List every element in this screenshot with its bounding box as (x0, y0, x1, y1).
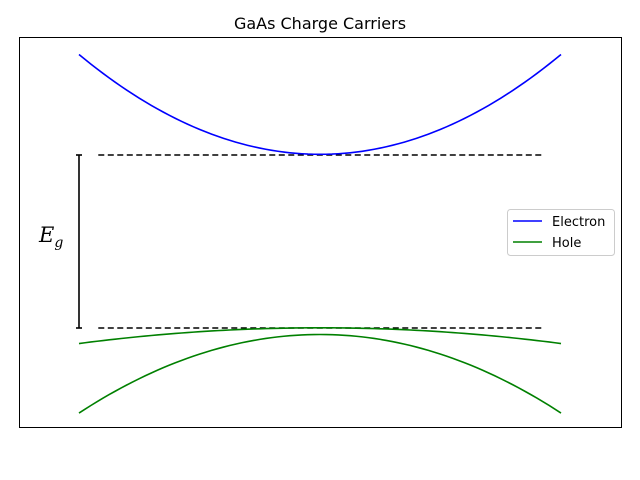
band-gap-annotation: Eg (38, 154, 82, 329)
band-gap-symbol: E (38, 223, 54, 247)
legend: Electron Hole (507, 209, 615, 256)
band-gap-subscript: g (54, 235, 63, 251)
band-gap-label: Eg (38, 223, 63, 251)
legend-label-electron: Electron (552, 215, 605, 230)
chart-title: GaAs Charge Carriers (234, 14, 406, 33)
hole-series-line (78, 326, 562, 345)
legend-label-hole: Hole (552, 236, 581, 251)
plot-area (78, 53, 562, 414)
electron-series-line (78, 53, 562, 156)
hole-band-2-series-line (78, 333, 562, 414)
